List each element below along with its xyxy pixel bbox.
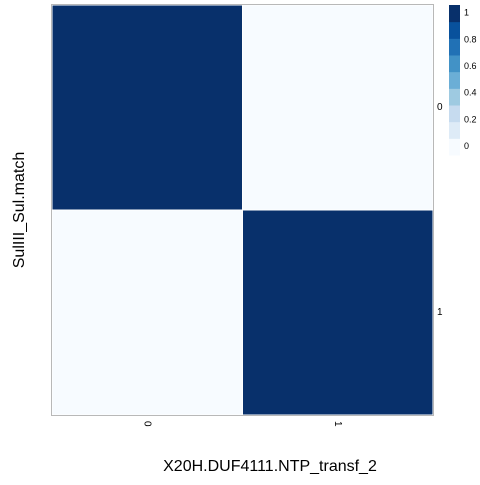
colorbar-segment [449,105,460,123]
x-tick-label: 0 [142,421,153,427]
heatmap-cell [51,209,243,416]
colorbar-segment [449,88,460,106]
y-tick-label: 1 [437,307,443,318]
x-axis-label: X20H.DUF4111.NTP_transf_2 [163,458,377,475]
heatmap-cell [242,4,434,211]
colorbar-tick-label: 1 [464,8,469,18]
colorbar-tick-label: 0.8 [464,34,477,44]
y-axis-ticks: 01 [437,102,443,318]
colorbar-segment [449,121,460,139]
colorbar-segment [449,71,460,89]
colorbar-segment [449,55,460,73]
heatmap-cells [51,4,434,416]
colorbar-segment [449,138,460,156]
colorbar-tick-label: 0.6 [464,61,477,71]
y-tick-label: 0 [437,102,443,113]
colorbar-tick-label: 0.4 [464,88,477,98]
colorbar-tick-label: 0 [464,141,469,151]
colorbar-segment [449,21,460,39]
colorbar-segment [449,38,460,56]
y-axis-label: SulIII_Sul.match [11,152,28,269]
colorbar: 1 0.8 0.6 0.4 0.2 0 [449,5,477,156]
plot-border [51,4,434,416]
colorbar-tick-label: 0.2 [464,114,477,124]
colorbar-segment [449,5,460,23]
heatmap-cell [51,4,243,211]
heatmap-cell [242,209,434,416]
x-tick-label: 1 [332,421,343,427]
